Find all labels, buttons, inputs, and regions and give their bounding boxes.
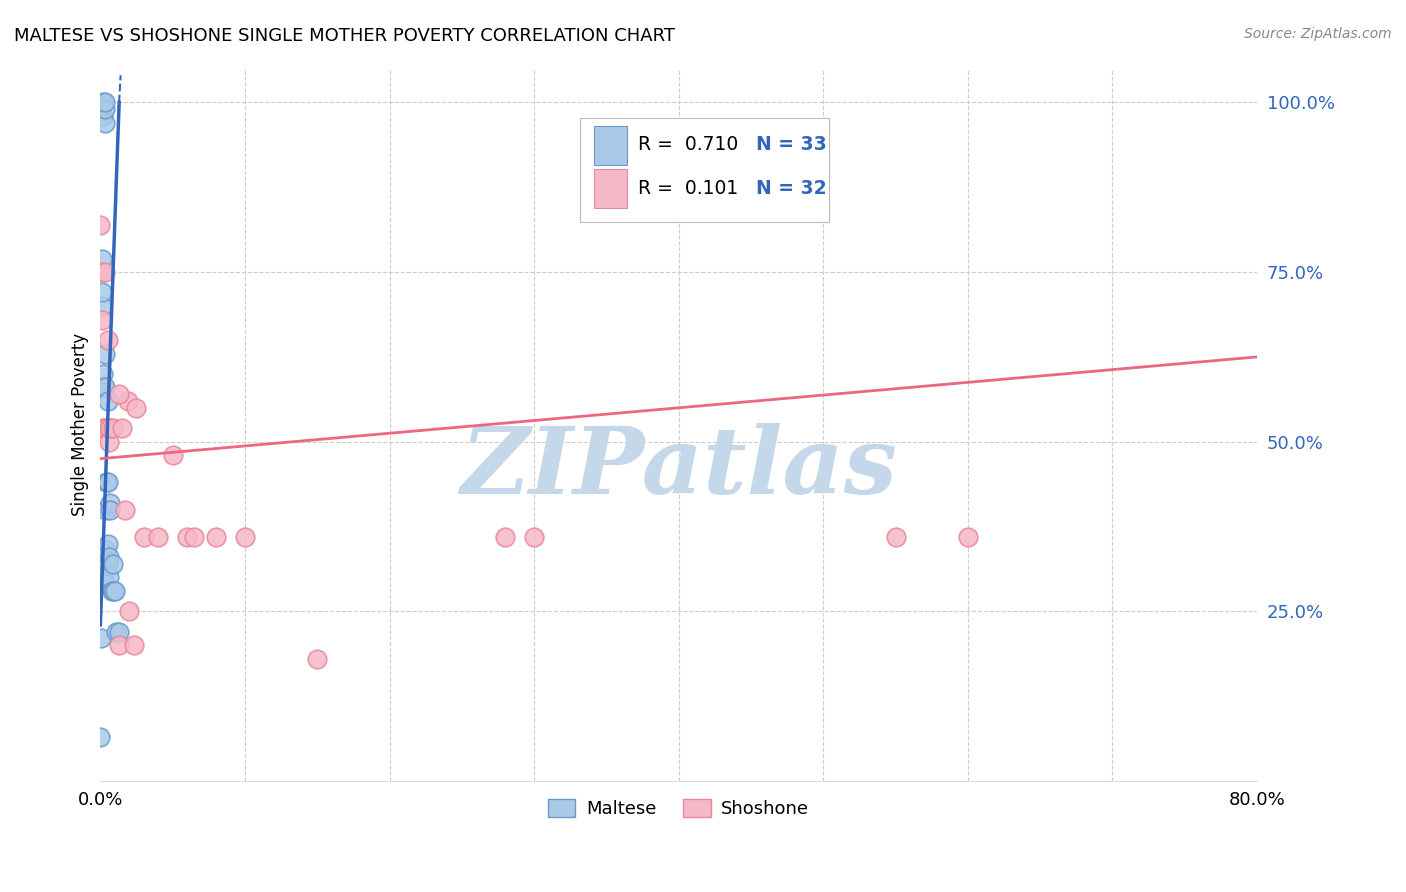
FancyBboxPatch shape	[581, 119, 830, 222]
Point	[103, 557, 125, 571]
Point	[97, 333, 120, 347]
FancyBboxPatch shape	[595, 126, 627, 165]
Point	[117, 394, 139, 409]
Point	[523, 530, 546, 544]
Point	[93, 380, 115, 394]
Point	[93, 265, 115, 279]
Point	[93, 421, 115, 435]
Point	[98, 570, 121, 584]
Point	[97, 475, 120, 490]
Point	[97, 536, 120, 550]
Point	[100, 421, 122, 435]
Point	[90, 312, 112, 326]
Point	[105, 624, 128, 639]
Text: MALTESE VS SHOSHONE SINGLE MOTHER POVERTY CORRELATION CHART: MALTESE VS SHOSHONE SINGLE MOTHER POVERT…	[14, 27, 675, 45]
Point	[89, 730, 111, 744]
Point	[93, 346, 115, 360]
Point	[94, 577, 117, 591]
Point	[91, 421, 114, 435]
Point	[93, 116, 115, 130]
Text: R =  0.101: R = 0.101	[638, 178, 738, 198]
Point	[90, 632, 112, 646]
Point	[132, 530, 155, 544]
Text: R =  0.710: R = 0.710	[638, 136, 738, 154]
Point	[111, 421, 134, 435]
Point	[494, 530, 516, 544]
Y-axis label: Single Mother Poverty: Single Mother Poverty	[72, 334, 89, 516]
Point	[98, 550, 121, 565]
Point	[884, 530, 907, 544]
Point	[233, 530, 256, 544]
Point	[91, 380, 114, 394]
Point	[104, 584, 127, 599]
Point	[93, 102, 115, 116]
Point	[103, 421, 125, 435]
Point	[93, 95, 115, 110]
Point	[98, 421, 121, 435]
Point	[91, 109, 114, 123]
Point	[956, 530, 979, 544]
Point	[122, 638, 145, 652]
Point	[100, 502, 122, 516]
Point	[90, 285, 112, 300]
Point	[307, 652, 329, 666]
Point	[108, 387, 131, 401]
Point	[94, 543, 117, 558]
Point	[94, 502, 117, 516]
Text: N = 32: N = 32	[756, 178, 827, 198]
Point	[90, 252, 112, 266]
Point	[118, 604, 141, 618]
Point	[93, 564, 115, 578]
Point	[125, 401, 148, 415]
Legend: Maltese, Shoshone: Maltese, Shoshone	[541, 791, 817, 825]
Point	[108, 624, 131, 639]
Point	[162, 448, 184, 462]
Point	[90, 299, 112, 313]
Text: N = 33: N = 33	[756, 136, 827, 154]
Point	[183, 530, 205, 544]
Point	[100, 496, 122, 510]
Point	[176, 530, 198, 544]
FancyBboxPatch shape	[595, 169, 627, 208]
Point	[98, 434, 121, 449]
Point	[90, 265, 112, 279]
Text: ZIPatlas: ZIPatlas	[460, 423, 897, 513]
Point	[114, 502, 136, 516]
Point	[91, 367, 114, 381]
Point	[103, 584, 125, 599]
Point	[97, 557, 120, 571]
Point	[94, 421, 117, 435]
Point	[108, 638, 131, 652]
Text: Source: ZipAtlas.com: Source: ZipAtlas.com	[1244, 27, 1392, 41]
Point	[101, 584, 124, 599]
Point	[89, 218, 111, 232]
Point	[148, 530, 170, 544]
Point	[94, 475, 117, 490]
Point	[205, 530, 228, 544]
Point	[97, 394, 120, 409]
Point	[91, 95, 114, 110]
